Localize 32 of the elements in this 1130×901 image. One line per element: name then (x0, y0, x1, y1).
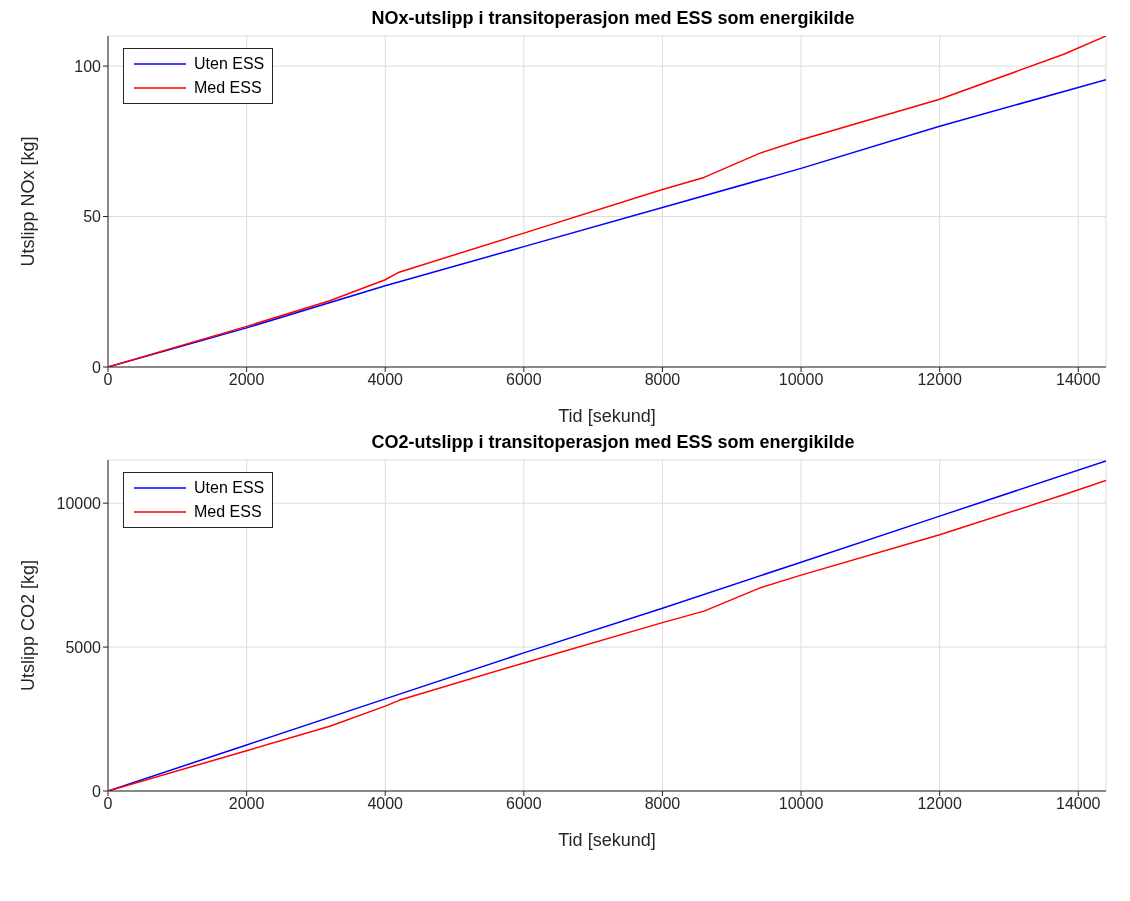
x-tick-label: 4000 (367, 795, 404, 813)
y-axis-title: Utslipp CO2 [kg] (18, 559, 39, 692)
x-tick-label: 6000 (506, 795, 542, 813)
y-tick-label: 5000 (65, 638, 102, 656)
x-tick-label: 8000 (644, 795, 681, 813)
legend-label: Uten ESS (194, 479, 265, 497)
legend-label: Uten ESS (194, 55, 265, 73)
x-tick-label: 2000 (228, 371, 265, 389)
x-tick-label: 12000 (917, 371, 963, 389)
x-tick-label: 4000 (367, 371, 404, 389)
y-axis-title: Utslipp NOx [kg] (18, 136, 39, 267)
x-tick-label: 12000 (917, 795, 963, 813)
x-tick-label: 10000 (778, 795, 824, 813)
x-tick-label: 14000 (1056, 795, 1101, 813)
y-tick-label: 50 (83, 208, 102, 226)
legend-label: Med ESS (194, 503, 262, 521)
x-axis-title: Tid [sekund] (558, 406, 656, 426)
x-tick-label: 0 (103, 795, 113, 813)
x-tick-label: 8000 (644, 371, 681, 389)
x-tick-label: 2000 (228, 795, 265, 813)
y-tick-label: 0 (92, 782, 102, 800)
y-tick-label: 10000 (56, 494, 102, 512)
chart-title: CO2-utslipp i transitoperasjon med ESS som energikilde (370, 432, 856, 454)
chart-title: NOx-utslipp i transitoperasjon med ESS som energikilde (370, 8, 856, 30)
legend-label: Med ESS (194, 79, 262, 97)
x-tick-label: 14000 (1056, 371, 1101, 389)
x-axis-title: Tid [sekund] (558, 830, 656, 850)
x-tick-label: 6000 (506, 371, 542, 389)
x-tick-label: 0 (103, 371, 113, 389)
y-tick-label: 0 (92, 358, 102, 376)
x-tick-label: 10000 (778, 371, 824, 389)
y-tick-label: 100 (74, 57, 102, 75)
